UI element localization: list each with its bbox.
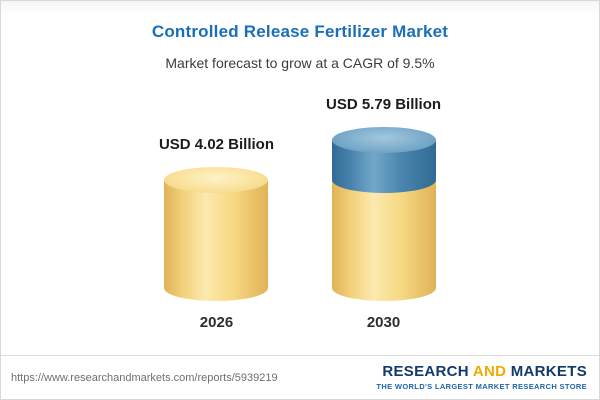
chart-title: Controlled Release Fertilizer Market: [151, 22, 449, 41]
logo-wordmark: RESEARCH AND MARKETS: [376, 362, 587, 381]
logo-word-and: AND: [472, 362, 507, 380]
cylinder-2026: [164, 167, 269, 301]
logo-tagline: THE WORLD'S LARGEST MARKET RESEARCH STOR…: [376, 382, 587, 392]
logo-word-markets: MARKETS: [510, 362, 587, 380]
chart-header: Controlled Release Fertilizer Market Mar…: [1, 1, 599, 71]
cylinder-top-2026: [164, 167, 269, 194]
category-label-2026: 2026: [199, 314, 234, 331]
report-url: https://www.researchandmarkets.com/repor…: [11, 371, 278, 384]
value-label-2026: USD 4.02 Billion: [158, 136, 274, 154]
category-label-2030: 2030: [366, 314, 401, 331]
cylinder-2030: [331, 127, 436, 301]
footer: https://www.researchandmarkets.com/repor…: [1, 355, 599, 399]
bar-group-2030: USD 5.79 Billion 2030: [326, 96, 441, 331]
cylinder-top-2030: [331, 127, 436, 154]
chart-subtitle: Market forecast to grow at a CAGR of 9.5…: [165, 55, 435, 71]
bar-chart: USD 4.02 Billion 2026 USD 5.79 Billion 2…: [1, 73, 599, 331]
cylinder-base-segment-2030: [331, 180, 436, 301]
bar-group-2026: USD 4.02 Billion 2026: [159, 136, 274, 331]
cylinder-body-2026: [164, 180, 269, 301]
research-and-markets-logo: RESEARCH AND MARKETS THE WORLD'S LARGEST…: [376, 362, 587, 392]
value-label-2030: USD 5.79 Billion: [326, 96, 442, 114]
logo-word-research: RESEARCH: [382, 362, 469, 380]
